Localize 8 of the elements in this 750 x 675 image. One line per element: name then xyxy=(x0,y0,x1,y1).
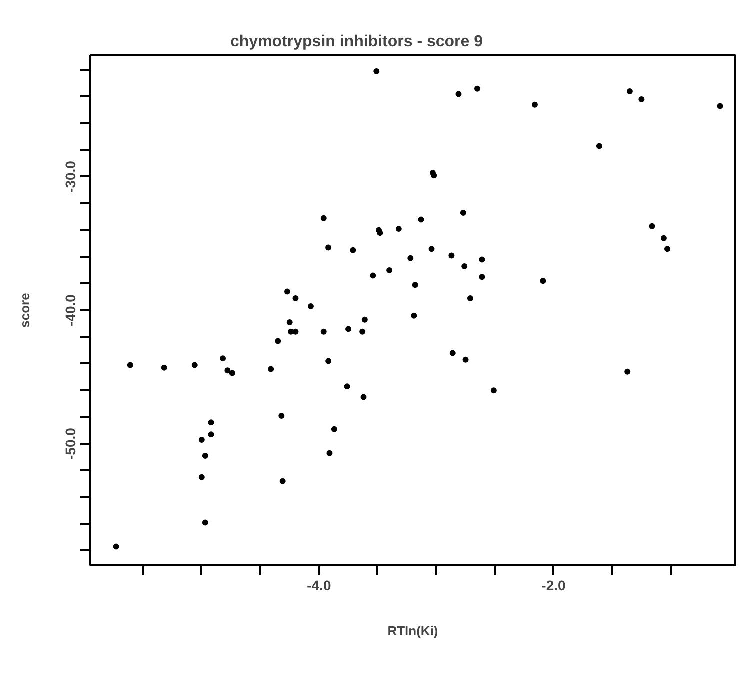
x-tick-label: -2.0 xyxy=(542,578,566,594)
x-tick-label: -4.0 xyxy=(307,578,332,594)
chart-title: chymotrypsin inhibitors - score 9 xyxy=(230,34,484,50)
y-axis-title: score xyxy=(18,293,32,328)
y-tick-label: -50.0 xyxy=(62,428,78,460)
y-tick-label: -40.0 xyxy=(62,294,78,326)
y-tick-label: -30.0 xyxy=(62,160,78,193)
x-axis-title: RTln(Ki) xyxy=(388,624,438,638)
